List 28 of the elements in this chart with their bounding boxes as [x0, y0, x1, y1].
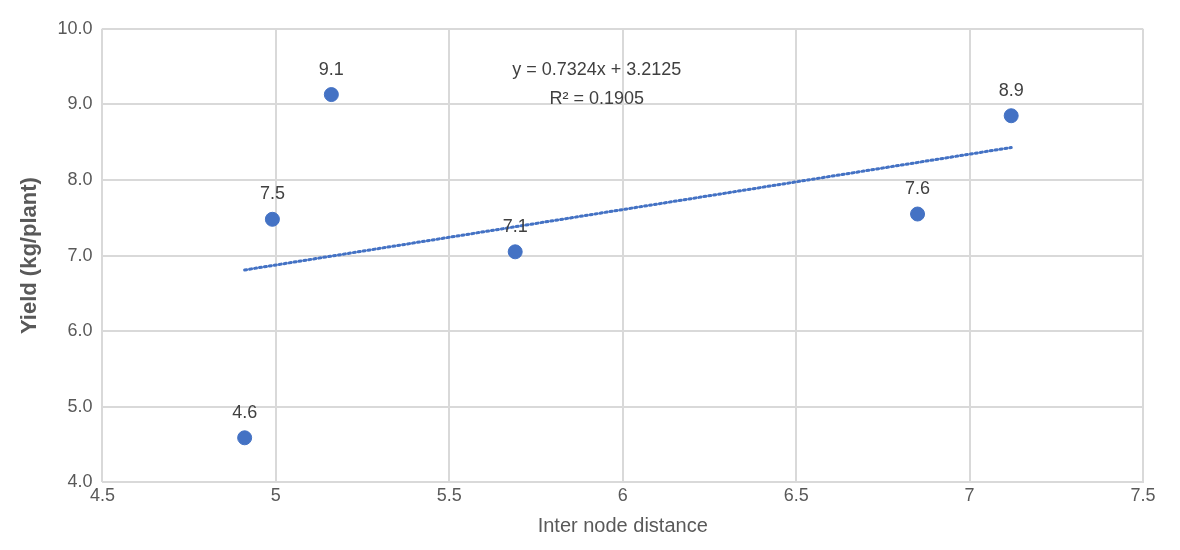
data-label: 7.5 — [259, 183, 285, 204]
y-tick-label: 10.0 — [57, 17, 93, 38]
data-label: 9.1 — [318, 58, 344, 79]
x-tick-label: 5 — [270, 485, 281, 506]
y-tick-label: 9.0 — [67, 93, 93, 114]
point — [264, 211, 280, 227]
x-tick-label: 6.5 — [783, 485, 809, 506]
x-tick-label: 6 — [617, 485, 628, 506]
y-tick-label: 5.0 — [67, 395, 93, 416]
y-tick-label: 6.0 — [67, 320, 93, 341]
point — [237, 430, 253, 446]
y-tick-label: 8.0 — [67, 168, 93, 189]
y-axis-title: Yield (kg/plant) — [16, 177, 42, 335]
data-label: 7.6 — [905, 177, 931, 198]
data-label: 8.9 — [998, 79, 1024, 100]
x-tick-label: 7 — [964, 485, 975, 506]
y-tick-label: 7.0 — [67, 244, 93, 265]
point — [910, 206, 926, 222]
point — [1003, 108, 1019, 124]
x-tick-label: 7.5 — [1130, 485, 1156, 506]
point — [507, 244, 523, 260]
point — [323, 87, 339, 103]
annotation: y = 0.7324x + 3.2125 — [512, 58, 682, 79]
x-axis-title: Inter node distance — [537, 513, 708, 536]
annotation: R² = 0.1905 — [549, 87, 644, 108]
y-tick-label: 4.0 — [67, 471, 93, 492]
data-label: 4.6 — [232, 401, 258, 422]
x-tick-label: 5.5 — [436, 485, 462, 506]
